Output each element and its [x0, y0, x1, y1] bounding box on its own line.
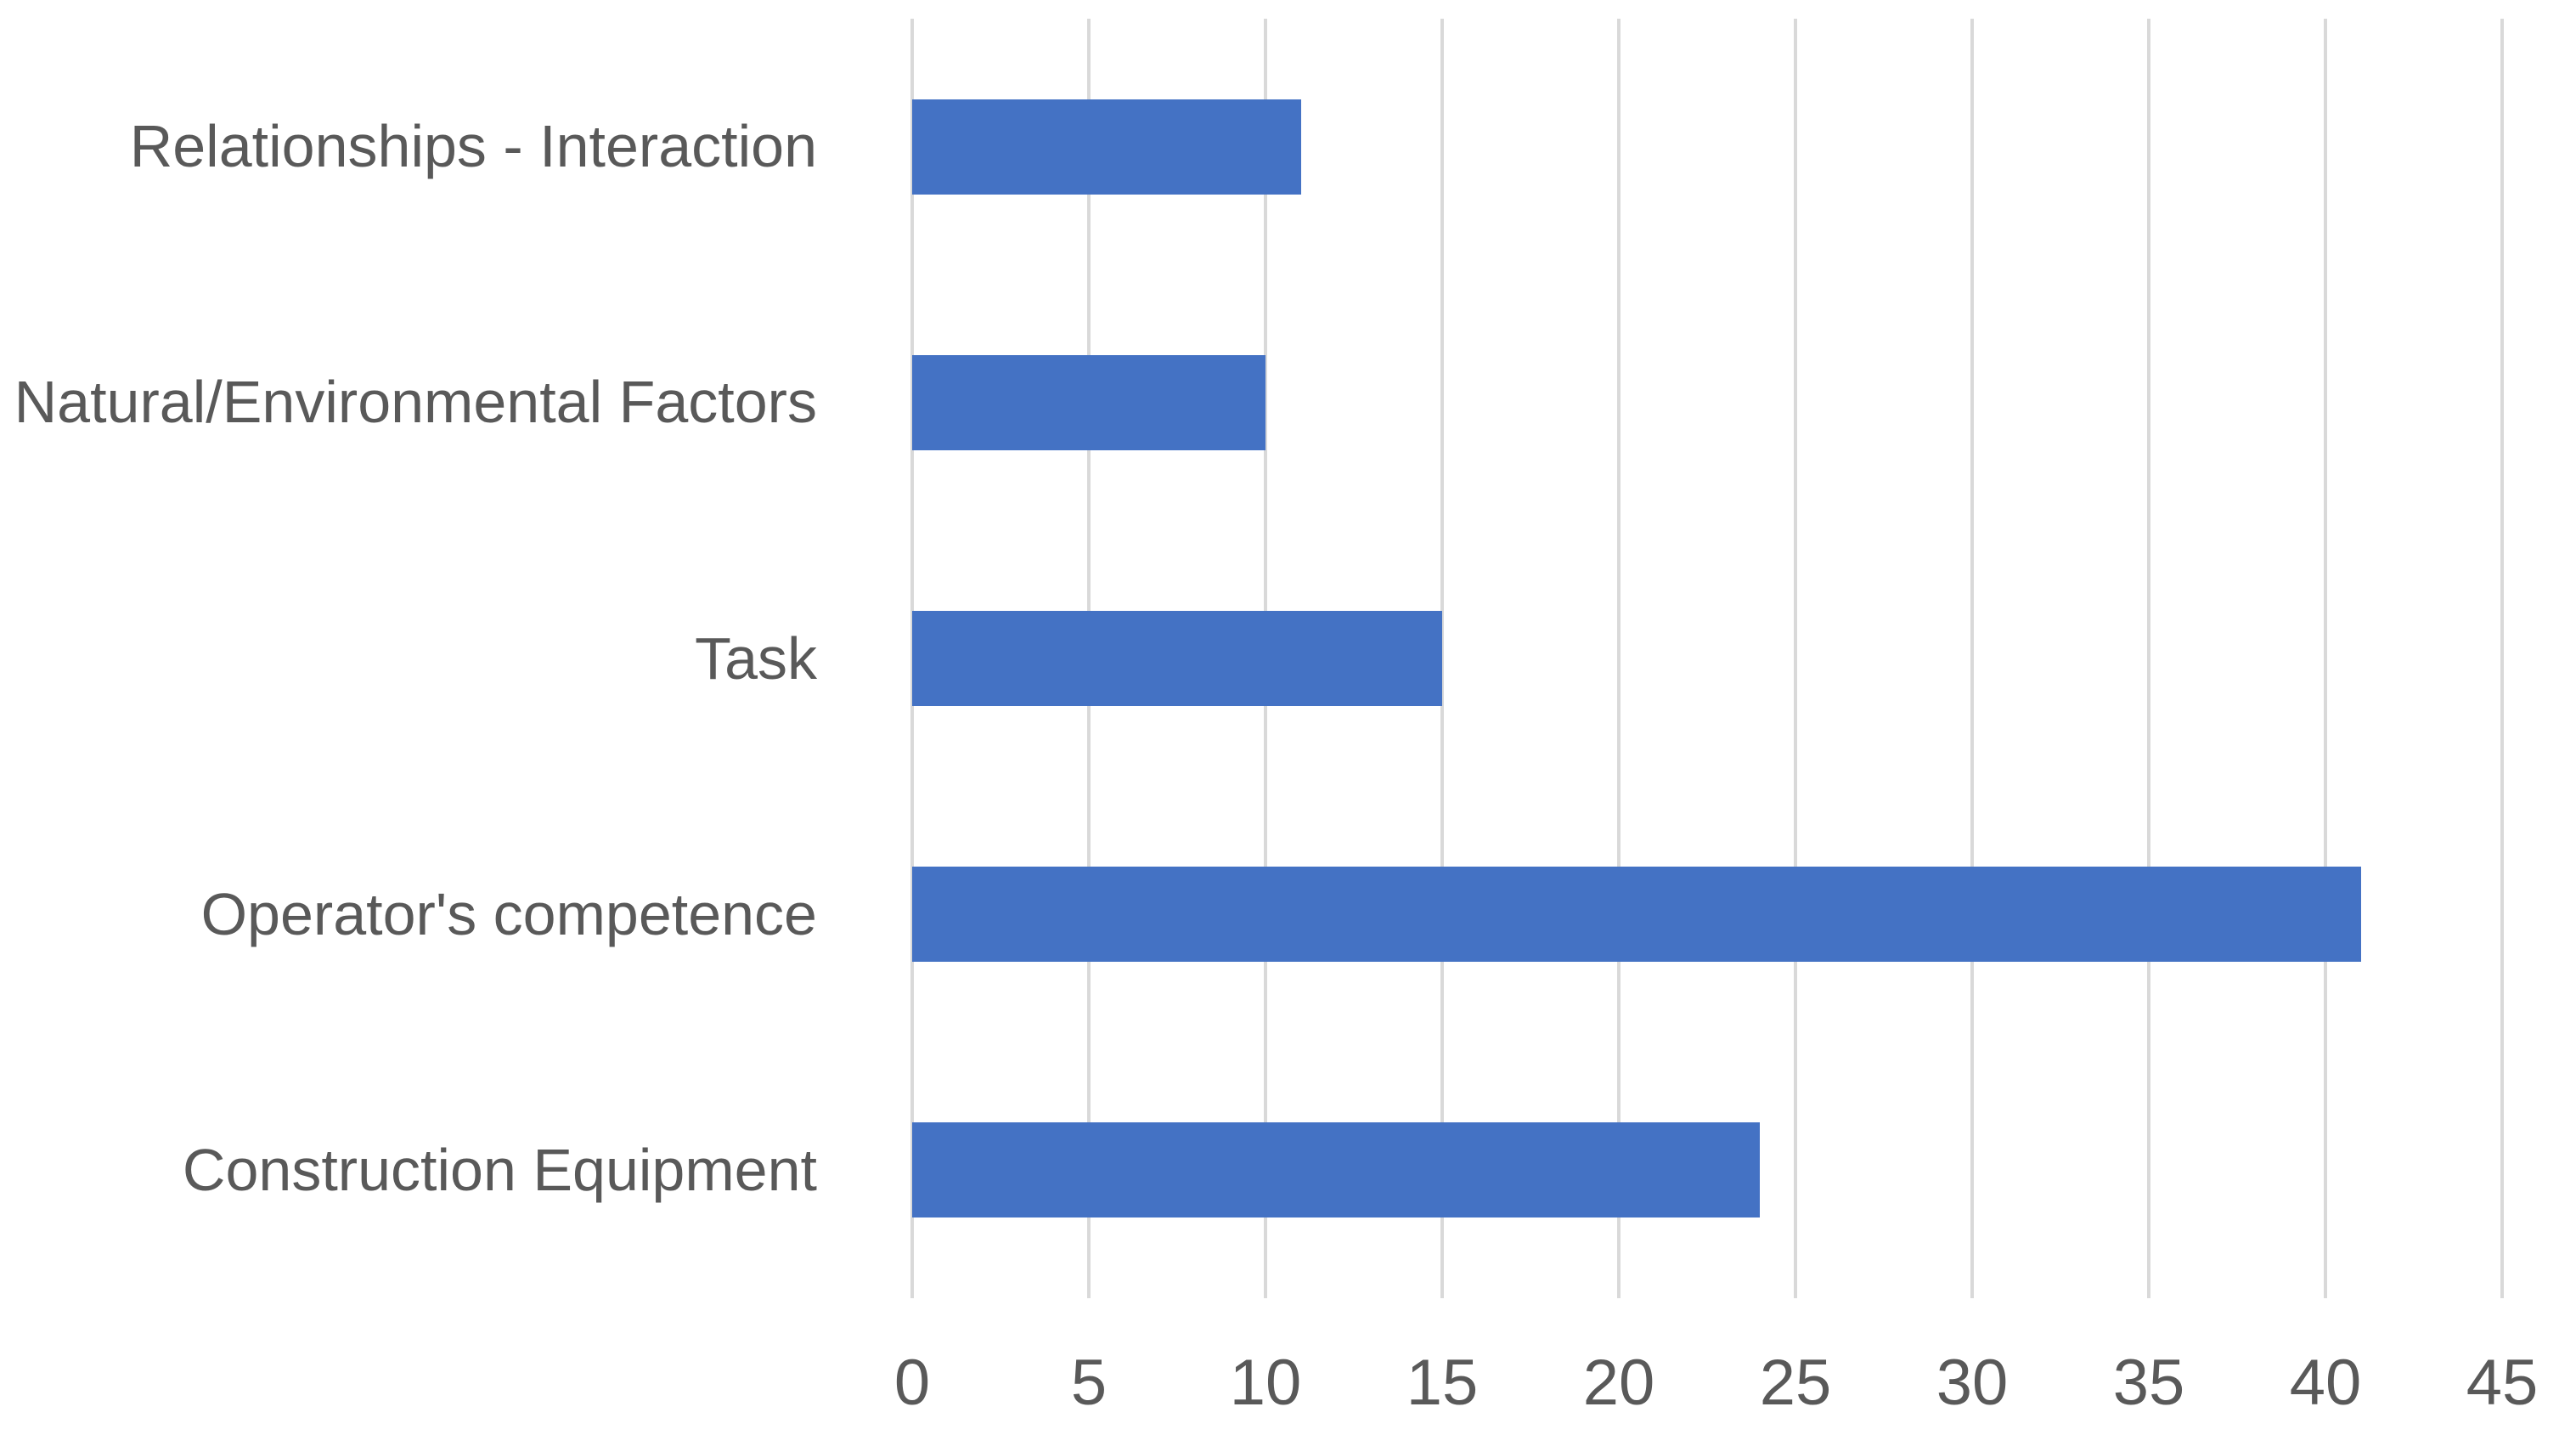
gridline — [1970, 19, 1974, 1298]
category-row: Relationships - Interaction — [0, 19, 861, 274]
category-row: Operator's competence — [0, 787, 861, 1042]
category-label: Relationships - Interaction — [129, 113, 817, 180]
category-row: Natural/Environmental Factors — [0, 274, 861, 530]
bar-row — [912, 19, 2502, 274]
x-tick-label: 35 — [2112, 1347, 2185, 1419]
x-tick-label: 25 — [1759, 1347, 1832, 1419]
bar — [912, 1122, 1761, 1218]
bar — [912, 611, 1442, 706]
gridline — [1794, 19, 1797, 1298]
category-label: Operator's competence — [200, 880, 817, 947]
bar-series — [912, 19, 2502, 1298]
gridline — [1440, 19, 1444, 1298]
bar-row — [912, 1042, 2502, 1298]
x-axis: 0 5 10 15 20 25 30 35 40 45 — [0, 1336, 2576, 1435]
bar-row — [912, 530, 2502, 786]
gridline — [2324, 19, 2327, 1298]
bar — [912, 867, 2361, 963]
gridline — [2147, 19, 2150, 1298]
bar-row — [912, 274, 2502, 530]
gridline — [2500, 19, 2504, 1298]
x-tick-label: 0 — [893, 1347, 931, 1419]
x-tick-label: 10 — [1229, 1347, 1302, 1419]
x-tick-label: 5 — [1070, 1347, 1108, 1419]
category-row: Construction Equipment — [0, 1042, 861, 1298]
x-tick-label: 15 — [1406, 1347, 1479, 1419]
x-tick-label: 40 — [2289, 1347, 2362, 1419]
category-label: Construction Equipment — [182, 1136, 817, 1203]
x-tick-label: 30 — [1936, 1347, 2009, 1419]
category-axis: Relationships - Interaction Natural/Envir… — [0, 19, 861, 1298]
x-tick-label: 45 — [2466, 1347, 2539, 1419]
category-row: Task — [0, 530, 861, 786]
gridline — [1617, 19, 1621, 1298]
category-label: Task — [695, 624, 817, 692]
category-label: Natural/Environmental Factors — [14, 369, 817, 436]
plot-area — [910, 19, 2504, 1298]
x-tick-label: 20 — [1582, 1347, 1655, 1419]
bar — [912, 354, 1265, 450]
bar-row — [912, 787, 2502, 1042]
bar — [912, 99, 1301, 195]
